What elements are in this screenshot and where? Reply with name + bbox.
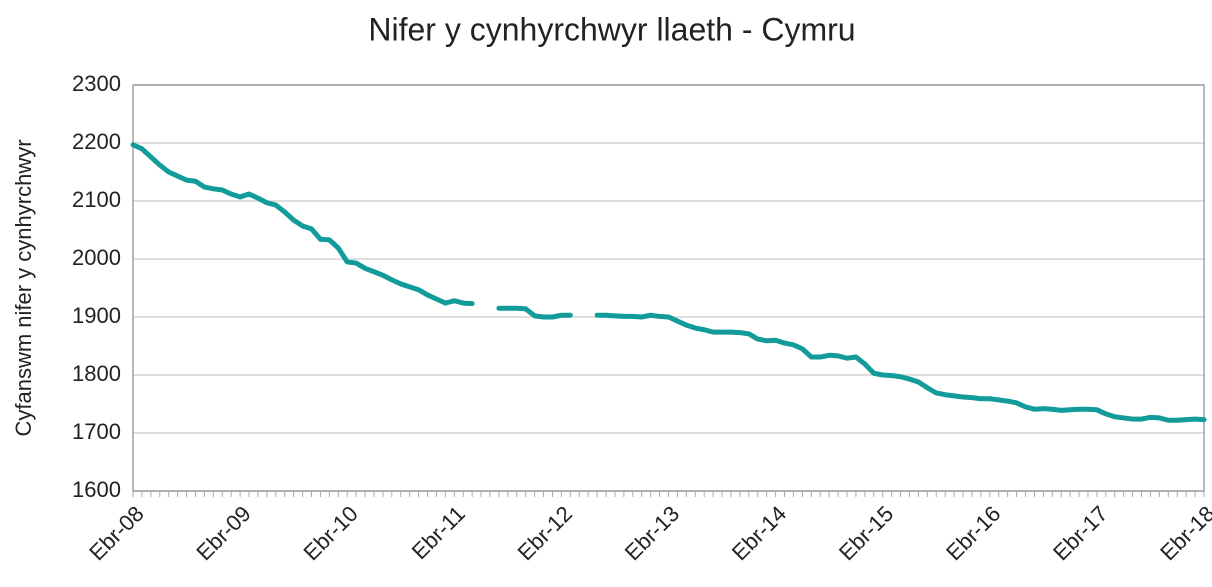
y-tick-label: 2000 (72, 245, 121, 270)
y-tick-label: 2300 (72, 71, 121, 96)
x-tick-label: Ebr-10 (298, 501, 362, 565)
x-tick-label: Ebr-18 (1155, 501, 1212, 565)
y-axis-label: Cyfanswm nifer y cynhyrchwyr (11, 139, 36, 436)
y-tick-label: 1800 (72, 361, 121, 386)
x-tick-label: Ebr-14 (727, 501, 791, 565)
x-tick-label: Ebr-13 (620, 501, 684, 565)
y-tick-label: 1600 (72, 477, 121, 502)
y-tick-label: 2100 (72, 187, 121, 212)
y-tick-label: 2200 (72, 129, 121, 154)
x-tick-label: Ebr-17 (1048, 501, 1112, 565)
x-tick-label: Ebr-15 (834, 501, 898, 565)
data-line (130, 142, 1207, 423)
x-tick-label: Ebr-16 (941, 501, 1005, 565)
y-tick-label: 1900 (72, 303, 121, 328)
chart-title: Nifer y cynhyrchwyr llaeth - Cymru (368, 11, 855, 47)
x-tick-label: Ebr-11 (407, 501, 470, 564)
plot-border (132, 84, 1205, 492)
x-tick-label: Ebr-12 (513, 501, 577, 565)
y-tick-label: 1700 (72, 419, 121, 444)
x-tick-label: Ebr-08 (84, 501, 148, 565)
x-tick-label: Ebr-09 (191, 501, 255, 565)
